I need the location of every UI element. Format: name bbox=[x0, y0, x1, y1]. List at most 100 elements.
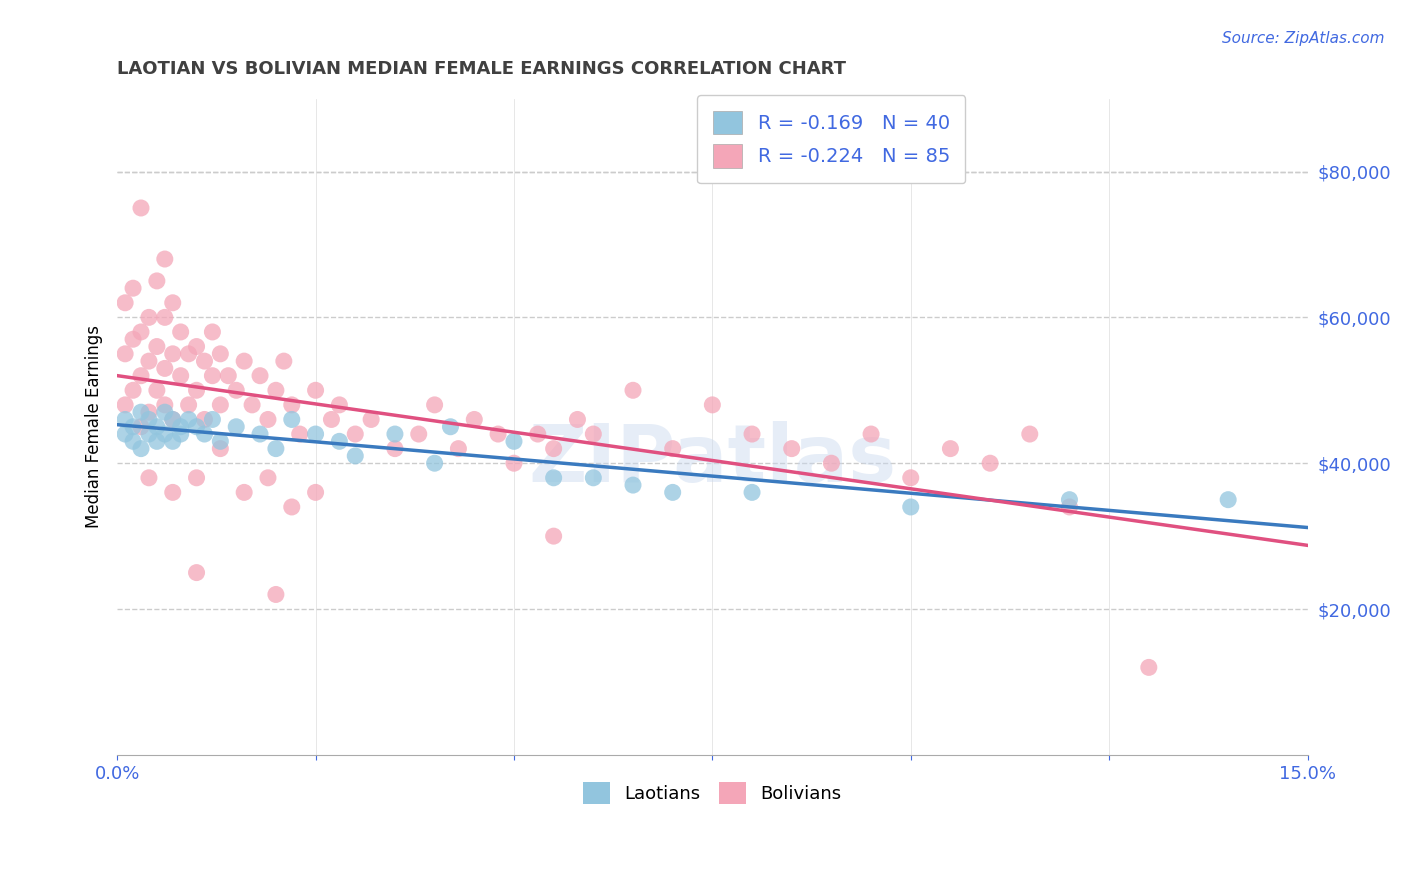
Point bbox=[170, 427, 193, 442]
Point bbox=[162, 347, 184, 361]
Point bbox=[328, 434, 350, 449]
Point bbox=[408, 427, 430, 442]
Point bbox=[138, 405, 160, 419]
Point bbox=[486, 427, 509, 442]
Point bbox=[543, 442, 565, 456]
Point bbox=[170, 419, 193, 434]
Point bbox=[702, 398, 724, 412]
Point bbox=[1059, 500, 1081, 514]
Point bbox=[146, 339, 169, 353]
Point bbox=[304, 485, 326, 500]
Point bbox=[114, 295, 136, 310]
Point bbox=[1137, 660, 1160, 674]
Point bbox=[153, 398, 176, 412]
Y-axis label: Median Female Earnings: Median Female Earnings bbox=[86, 326, 103, 528]
Point bbox=[281, 398, 304, 412]
Point bbox=[129, 201, 152, 215]
Point bbox=[621, 478, 644, 492]
Point bbox=[582, 427, 605, 442]
Point bbox=[741, 485, 763, 500]
Point bbox=[114, 398, 136, 412]
Point bbox=[820, 456, 842, 470]
Point bbox=[193, 427, 215, 442]
Point bbox=[741, 427, 763, 442]
Point bbox=[138, 427, 160, 442]
Point bbox=[146, 419, 169, 434]
Point bbox=[543, 471, 565, 485]
Text: LAOTIAN VS BOLIVIAN MEDIAN FEMALE EARNINGS CORRELATION CHART: LAOTIAN VS BOLIVIAN MEDIAN FEMALE EARNIN… bbox=[117, 60, 846, 78]
Point bbox=[162, 485, 184, 500]
Point bbox=[900, 500, 922, 514]
Point bbox=[281, 412, 304, 426]
Point bbox=[201, 325, 224, 339]
Point bbox=[463, 412, 485, 426]
Point bbox=[503, 434, 526, 449]
Point bbox=[177, 412, 200, 426]
Point bbox=[661, 485, 683, 500]
Point bbox=[114, 427, 136, 442]
Point bbox=[1018, 427, 1040, 442]
Point bbox=[162, 412, 184, 426]
Point bbox=[138, 310, 160, 325]
Point bbox=[122, 332, 145, 346]
Point bbox=[939, 442, 962, 456]
Point bbox=[526, 427, 548, 442]
Point bbox=[900, 471, 922, 485]
Point bbox=[543, 529, 565, 543]
Point bbox=[225, 419, 247, 434]
Point bbox=[423, 398, 446, 412]
Point bbox=[170, 325, 193, 339]
Text: ZIPatlas: ZIPatlas bbox=[529, 420, 897, 499]
Point bbox=[240, 398, 263, 412]
Point bbox=[138, 412, 160, 426]
Point bbox=[257, 412, 280, 426]
Point bbox=[281, 500, 304, 514]
Point bbox=[201, 412, 224, 426]
Point bbox=[129, 325, 152, 339]
Point bbox=[122, 281, 145, 295]
Point bbox=[217, 368, 239, 383]
Point bbox=[328, 398, 350, 412]
Point bbox=[177, 398, 200, 412]
Point bbox=[264, 587, 287, 601]
Point bbox=[209, 434, 232, 449]
Point bbox=[186, 419, 208, 434]
Point bbox=[170, 368, 193, 383]
Point bbox=[503, 456, 526, 470]
Point bbox=[162, 295, 184, 310]
Point bbox=[162, 434, 184, 449]
Point bbox=[153, 361, 176, 376]
Point bbox=[129, 405, 152, 419]
Point bbox=[153, 405, 176, 419]
Point bbox=[249, 427, 271, 442]
Point bbox=[1059, 492, 1081, 507]
Point bbox=[344, 427, 367, 442]
Point bbox=[304, 427, 326, 442]
Point bbox=[661, 442, 683, 456]
Point bbox=[344, 449, 367, 463]
Point bbox=[447, 442, 470, 456]
Point bbox=[360, 412, 382, 426]
Point bbox=[114, 412, 136, 426]
Point bbox=[621, 384, 644, 398]
Point bbox=[153, 252, 176, 266]
Point bbox=[264, 442, 287, 456]
Point bbox=[423, 456, 446, 470]
Point bbox=[129, 419, 152, 434]
Point bbox=[288, 427, 311, 442]
Point bbox=[129, 442, 152, 456]
Legend: Laotians, Bolivians: Laotians, Bolivians bbox=[576, 775, 849, 812]
Point bbox=[233, 354, 256, 368]
Point bbox=[138, 354, 160, 368]
Point bbox=[129, 368, 152, 383]
Point bbox=[193, 354, 215, 368]
Point bbox=[321, 412, 343, 426]
Point bbox=[264, 384, 287, 398]
Point bbox=[384, 427, 406, 442]
Point bbox=[201, 368, 224, 383]
Point bbox=[257, 471, 280, 485]
Point bbox=[209, 398, 232, 412]
Point bbox=[1218, 492, 1240, 507]
Point bbox=[225, 384, 247, 398]
Point bbox=[186, 566, 208, 580]
